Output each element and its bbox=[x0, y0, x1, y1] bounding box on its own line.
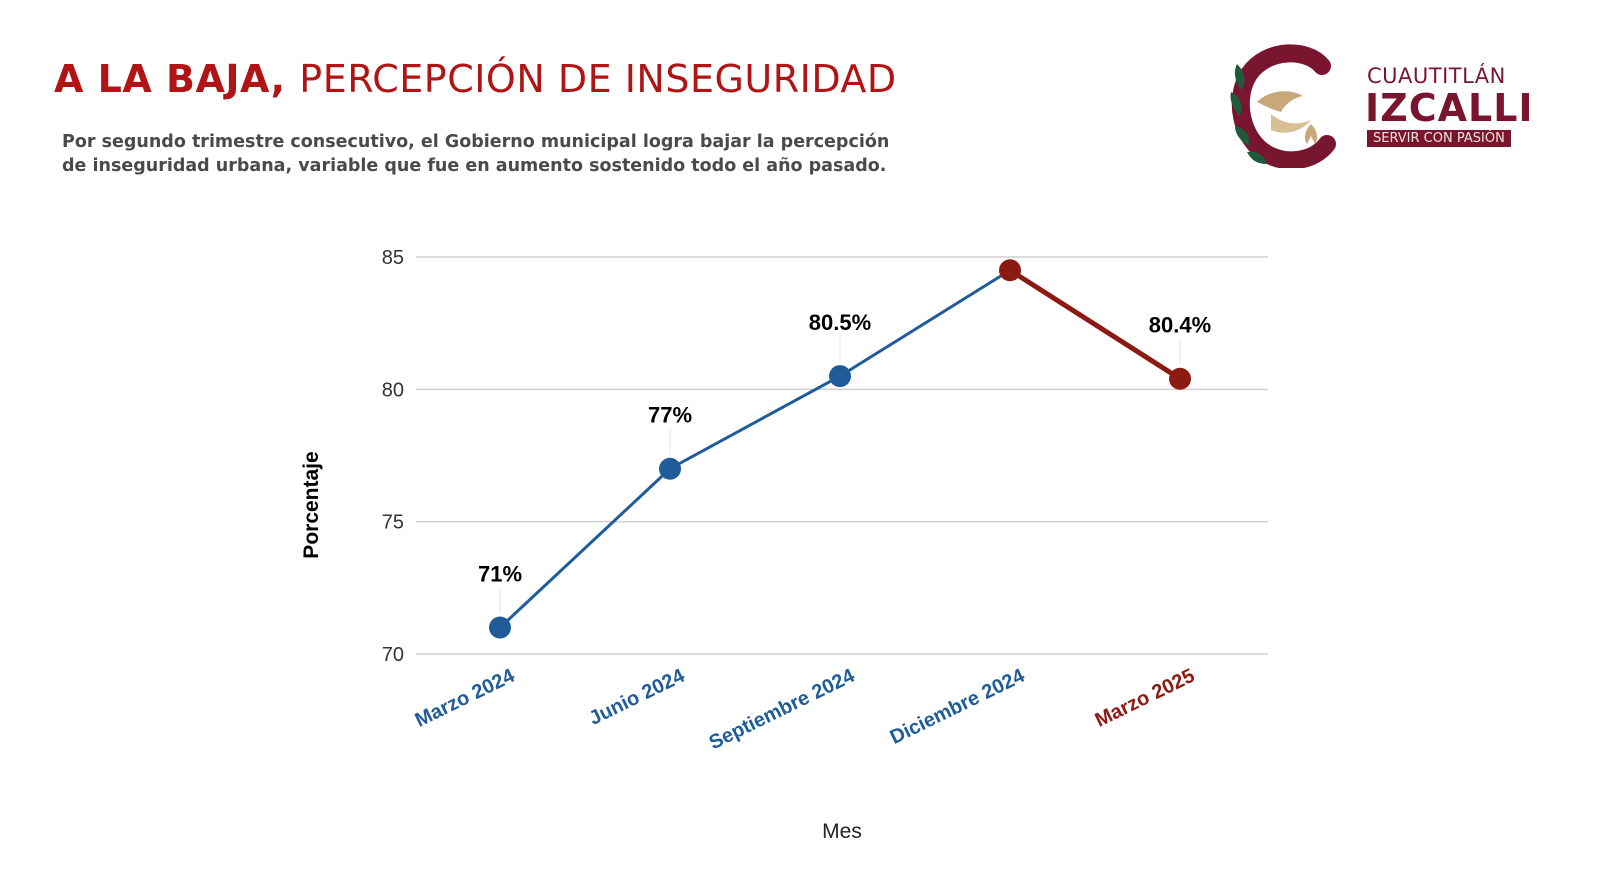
logo-main-text: IZCALLI bbox=[1365, 86, 1534, 130]
series-segment bbox=[838, 268, 1012, 378]
title-bold: A LA BAJA, bbox=[54, 57, 286, 101]
x-tick-label: Junio 2024 bbox=[586, 664, 689, 729]
logo-emblem-icon bbox=[1230, 44, 1336, 168]
title-rest: PERCEPCIÓN DE INSEGURIDAD bbox=[299, 57, 897, 101]
y-tick-label: 85 bbox=[382, 247, 404, 269]
x-tick-label: Diciembre 2024 bbox=[887, 664, 1029, 748]
header: A LA BAJA, PERCEPCIÓN DE INSEGURIDAD bbox=[54, 56, 1054, 102]
data-label: 80.4% bbox=[1149, 313, 1211, 338]
y-tick-label: 75 bbox=[382, 512, 404, 534]
data-points bbox=[489, 259, 1191, 639]
data-label: 71% bbox=[478, 562, 522, 587]
x-axis-label: Mes bbox=[822, 820, 862, 843]
data-point bbox=[489, 616, 511, 639]
logo-tagline: SERVIR CON PASIÓN bbox=[1367, 130, 1511, 147]
series-segment bbox=[1007, 267, 1183, 382]
series-lines bbox=[498, 267, 1183, 630]
municipality-logo: CUAUTITLÁN IZCALLI SERVIR CON PASIÓN bbox=[1230, 44, 1555, 174]
data-point bbox=[829, 365, 851, 388]
x-tick-label: Septiembre 2024 bbox=[706, 664, 859, 754]
data-labels: 71% 77% 80.5% 80.4% bbox=[478, 310, 1211, 614]
data-point bbox=[1169, 367, 1191, 390]
y-tick-labels: 70 75 80 85 bbox=[382, 247, 404, 666]
y-tick-label: 70 bbox=[382, 644, 404, 666]
page-title: A LA BAJA, PERCEPCIÓN DE INSEGURIDAD bbox=[54, 56, 1054, 102]
logo-top-text: CUAUTITLÁN bbox=[1367, 64, 1506, 88]
data-point bbox=[999, 259, 1021, 282]
grid-lines bbox=[416, 256, 1268, 655]
series-segment bbox=[668, 374, 842, 471]
subtitle-line-1: Por segundo trimestre consecutivo, el Go… bbox=[62, 132, 890, 152]
x-tick-label: Marzo 2024 bbox=[412, 664, 519, 731]
x-tick-label: Marzo 2025 bbox=[1092, 665, 1199, 732]
data-label: 80.5% bbox=[809, 310, 871, 335]
series-segment bbox=[498, 467, 672, 630]
x-tick-labels: Marzo 2024 Junio 2024 Septiembre 2024 Dicie… bbox=[412, 664, 1199, 754]
page-subtitle: Por segundo trimestre consecutivo, el Go… bbox=[62, 130, 962, 178]
data-label: 77% bbox=[648, 403, 692, 428]
y-tick-label: 80 bbox=[382, 379, 404, 401]
subtitle-line-2: de inseguridad urbana, variable que fue … bbox=[62, 156, 887, 176]
data-point bbox=[659, 457, 681, 480]
y-axis-label: Porcentaje bbox=[300, 451, 323, 558]
